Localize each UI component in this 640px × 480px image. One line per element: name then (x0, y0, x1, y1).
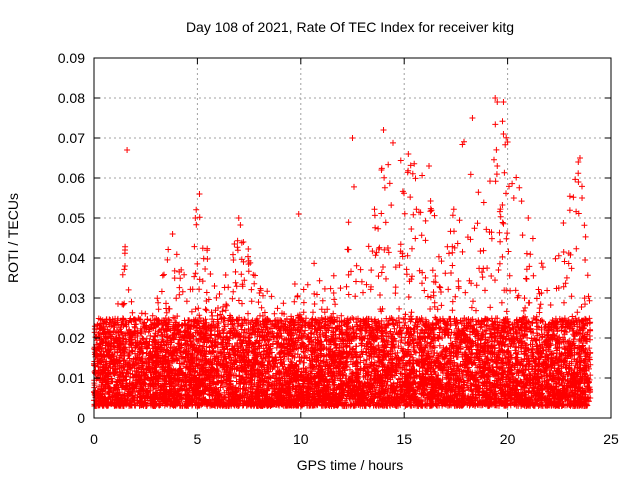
data-point (122, 263, 129, 269)
data-point (124, 147, 131, 153)
y-tick-label: 0.06 (58, 170, 85, 186)
data-point (349, 135, 356, 141)
x-tick-label: 20 (500, 431, 516, 447)
y-tick-label: 0.01 (58, 370, 85, 386)
scatter-cloud (91, 118, 594, 409)
data-point (494, 163, 501, 169)
data-point (500, 99, 507, 105)
y-tick-label: 0.09 (58, 50, 85, 66)
y-tick-label: 0.07 (58, 130, 85, 146)
y-tick-label: 0.04 (58, 250, 85, 266)
y-tick-label: 0.03 (58, 290, 85, 306)
data-point (426, 163, 433, 169)
chart-title: Day 108 of 2021, Rate Of TEC Index for r… (186, 19, 514, 35)
data-points (91, 95, 594, 409)
x-tick-label: 25 (603, 431, 619, 447)
axis-ticks (93, 57, 612, 419)
x-axis-label: GPS time / hours (297, 457, 404, 473)
data-point (122, 247, 129, 253)
y-tick-label: 0.08 (58, 90, 85, 106)
data-point (196, 191, 203, 197)
x-tick-labels: 0 5 10 15 20 25 (90, 431, 619, 447)
x-tick-label: 10 (293, 431, 309, 447)
y-tick-label: 0.05 (58, 210, 85, 226)
data-point (380, 127, 387, 133)
data-point (494, 99, 501, 105)
data-point (192, 215, 199, 221)
data-point (295, 211, 302, 217)
data-point (576, 155, 583, 161)
plot-frame (93, 57, 612, 419)
x-tick-label: 15 (396, 431, 412, 447)
data-point (500, 131, 507, 137)
data-point (504, 139, 511, 145)
data-point (405, 151, 412, 157)
data-point (525, 215, 532, 221)
y-axis-label: ROTI / TECUs (5, 193, 21, 283)
x-tick-label: 5 (194, 431, 202, 447)
data-point (492, 95, 499, 101)
y-tick-label: 0.02 (58, 330, 85, 346)
data-point (378, 167, 385, 173)
y-tick-labels: 0 0.01 0.02 0.03 0.04 0.05 0.06 0.07 0.08 0.09 (58, 50, 85, 426)
data-point (169, 231, 176, 237)
y-tick-label: 0 (77, 410, 85, 426)
data-point (579, 195, 586, 201)
data-point (469, 115, 476, 121)
data-point (510, 195, 517, 201)
data-point (235, 215, 242, 221)
x-tick-label: 0 (90, 431, 98, 447)
